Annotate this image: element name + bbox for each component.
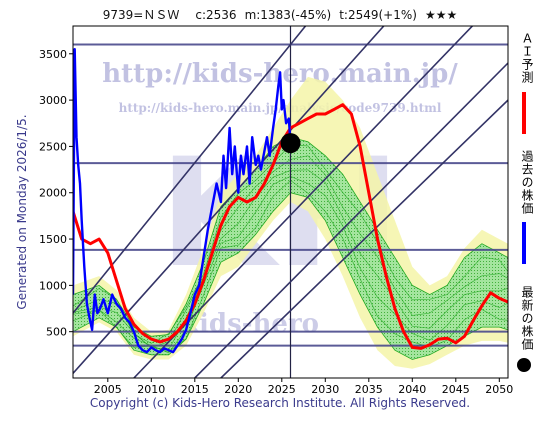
minimum-price: m:1383(-45%) bbox=[244, 8, 332, 22]
y-tick-label: 2000 bbox=[39, 187, 67, 200]
price-series bbox=[73, 48, 508, 354]
legend-swatch-past-price bbox=[522, 222, 526, 264]
y-axis: 500 1000 1500 2000 2500 3000 3500 bbox=[39, 48, 73, 339]
y-tick-label: 1500 bbox=[39, 233, 67, 246]
x-tick-label: 2005 bbox=[94, 383, 122, 396]
x-tick-label: 2010 bbox=[137, 383, 165, 396]
y-tick-label: 2500 bbox=[39, 140, 67, 153]
trend-line bbox=[133, 26, 474, 378]
x-axis: 2005 2010 2015 2020 2025 2030 2035 2040 2045 2050 bbox=[94, 378, 513, 396]
legend-swatch-ai-forecast bbox=[522, 92, 526, 134]
legend-label-past-price: 過去の株価 bbox=[520, 150, 534, 215]
trend-line bbox=[73, 26, 307, 314]
copyright-footer: Copyright (c) Kids-Hero Research Institu… bbox=[89, 396, 471, 410]
x-tick-label: 2015 bbox=[181, 383, 209, 396]
trend-line bbox=[220, 99, 508, 378]
legend-label-latest-price: 最新の株価 bbox=[520, 286, 534, 351]
watermark-lower: kids-hero bbox=[181, 309, 319, 339]
y-tick-label: 1000 bbox=[39, 279, 67, 292]
current-price: c:2536 bbox=[195, 8, 237, 22]
x-tick-label: 2025 bbox=[268, 383, 296, 396]
watermark-path: http://kids-hero.main.jp/analysis/code97… bbox=[119, 101, 442, 115]
chart-header: 9739=ＮＳＷ c:2536 m:1383(-45%) t:2549(+1%) ★★★ bbox=[0, 6, 560, 23]
generated-date-text: Generated on Monday 2026/1/5. bbox=[15, 114, 29, 310]
x-tick-label: 2030 bbox=[311, 383, 339, 396]
trend-line bbox=[194, 62, 508, 378]
legend-swatch-latest-price bbox=[517, 358, 531, 372]
past-price-line bbox=[73, 48, 292, 354]
y-tick-label: 3500 bbox=[39, 48, 67, 61]
plot-frame bbox=[72, 25, 509, 379]
horizontal-levels bbox=[73, 26, 508, 378]
x-tick-label: 2040 bbox=[398, 383, 426, 396]
target-price: t:2549(+1%) bbox=[339, 8, 417, 22]
x-tick-label: 2045 bbox=[442, 383, 470, 396]
band-line bbox=[73, 155, 508, 349]
legend-label-ai-forecast: ＡＩ予測 bbox=[520, 32, 534, 84]
x-tick-label: 2050 bbox=[485, 383, 513, 396]
rating-stars: ★★★ bbox=[424, 8, 458, 22]
y-tick-label: 3000 bbox=[39, 94, 67, 107]
x-tick-label: 2035 bbox=[355, 383, 383, 396]
y-tick-label: 500 bbox=[46, 326, 67, 339]
latest-price-marker bbox=[280, 133, 301, 154]
x-tick-label: 2020 bbox=[224, 383, 252, 396]
latest-price-dot bbox=[280, 133, 301, 154]
stock-code: 9739=ＮＳＷ bbox=[102, 8, 180, 22]
